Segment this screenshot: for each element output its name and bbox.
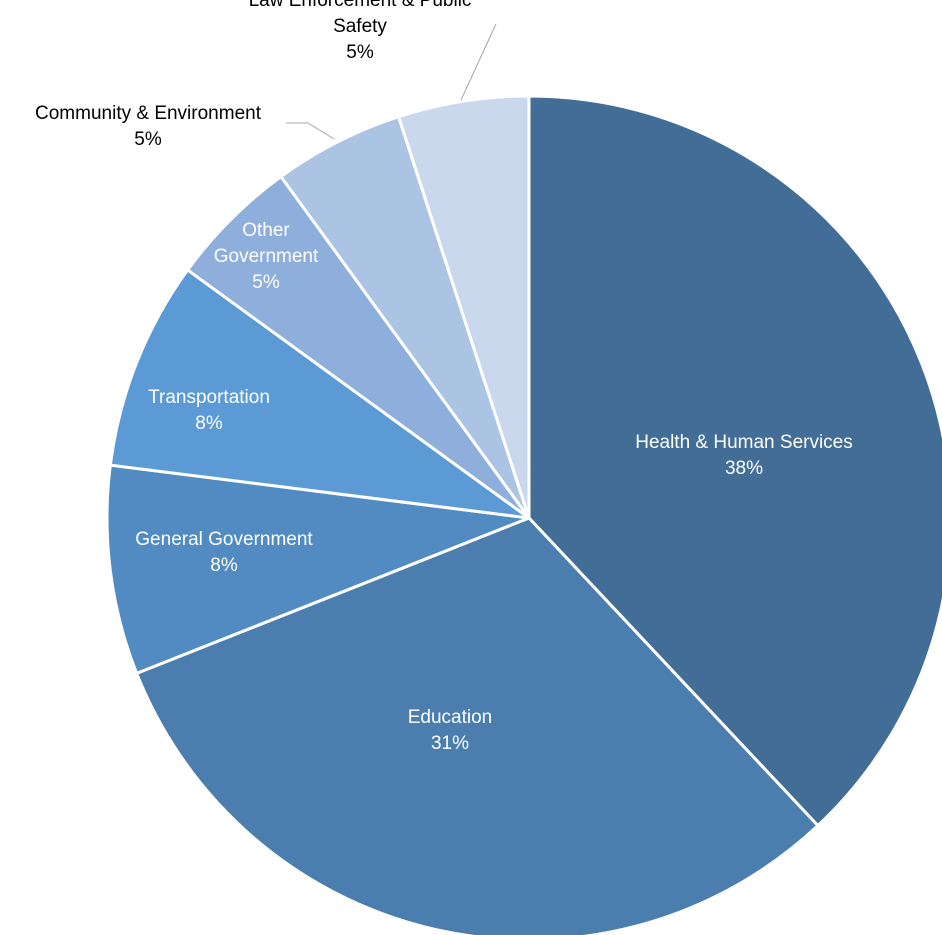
slice-label-health-human-services: Health & Human Services 38% (635, 432, 853, 479)
pie-slice-transportation (108, 267, 530, 520)
leader-line-community-environment (286, 122, 335, 140)
slice-label-transportation: Transportation 8% (148, 387, 270, 434)
leader-line-law-enforcement-public-safety (460, 23, 497, 101)
pie-slice-health-human-services (527, 94, 942, 828)
leader-lines (286, 23, 497, 140)
pie-slices (105, 94, 942, 935)
slice-label-education: Education 31% (408, 707, 493, 754)
pie-slice-law-enforcement-public-safety (396, 94, 531, 519)
slice-label-community-environment: Community & Environment 5% (35, 103, 262, 150)
slice-label-general-government: General Government 8% (135, 529, 313, 576)
pie-slice-education (134, 516, 821, 935)
pie-slice-general-government (105, 463, 530, 676)
slice-label-other-government: Other Government 5% (214, 220, 319, 293)
slice-labels: Health & Human Services 38% Education 31% Ge… (35, 0, 853, 754)
slice-label-law-enforcement-public-safety: Law Enforcement & Public Safety 5% (249, 0, 472, 63)
